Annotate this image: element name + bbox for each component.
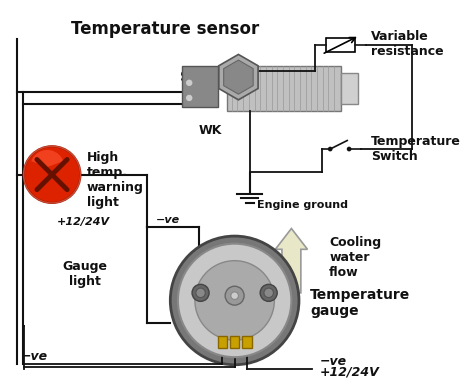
Circle shape bbox=[264, 288, 273, 298]
Text: Engine ground: Engine ground bbox=[257, 200, 348, 210]
Circle shape bbox=[196, 288, 205, 298]
Bar bbox=[218, 336, 227, 348]
Circle shape bbox=[185, 79, 193, 87]
Bar bbox=[182, 66, 218, 107]
Polygon shape bbox=[219, 55, 258, 100]
Text: −ve: −ve bbox=[21, 349, 48, 363]
Circle shape bbox=[195, 261, 274, 340]
Bar bbox=[242, 336, 252, 348]
Text: Temperature
gauge: Temperature gauge bbox=[310, 288, 410, 318]
Bar bbox=[230, 336, 239, 348]
Polygon shape bbox=[224, 60, 253, 94]
Circle shape bbox=[328, 147, 333, 151]
Circle shape bbox=[170, 236, 299, 365]
Text: +12/24V: +12/24V bbox=[57, 217, 110, 227]
Text: +12/24V: +12/24V bbox=[320, 366, 380, 379]
Circle shape bbox=[225, 286, 244, 305]
Text: WK: WK bbox=[199, 124, 222, 136]
Text: Cooling
water
flow: Cooling water flow bbox=[329, 236, 382, 279]
Bar bbox=[327, 38, 355, 51]
Circle shape bbox=[347, 147, 352, 151]
Circle shape bbox=[231, 292, 238, 300]
Text: Gauge
light: Gauge light bbox=[63, 260, 108, 288]
Text: Variable
resistance: Variable resistance bbox=[371, 30, 444, 58]
Text: −ve: −ve bbox=[156, 215, 180, 225]
FancyArrow shape bbox=[275, 229, 308, 293]
Circle shape bbox=[185, 94, 193, 102]
Wedge shape bbox=[31, 150, 64, 167]
Bar bbox=[227, 66, 341, 111]
Text: −ve: −ve bbox=[320, 355, 347, 368]
Text: High
temp.
warning
light: High temp. warning light bbox=[87, 151, 144, 209]
Text: Temperature
Switch: Temperature Switch bbox=[371, 135, 461, 163]
Text: S: S bbox=[181, 70, 191, 84]
Circle shape bbox=[178, 244, 292, 357]
Circle shape bbox=[192, 284, 209, 301]
Bar bbox=[341, 73, 357, 104]
Circle shape bbox=[24, 146, 81, 203]
Circle shape bbox=[260, 284, 277, 301]
Text: Temperature sensor: Temperature sensor bbox=[72, 20, 260, 38]
